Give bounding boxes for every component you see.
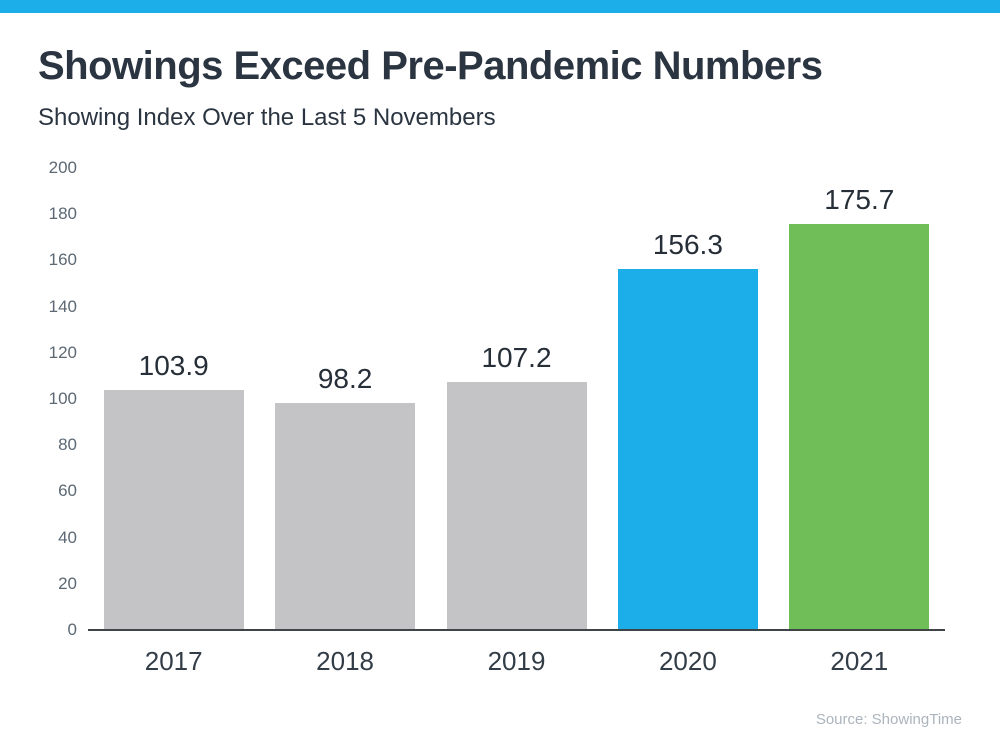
source-attribution: Source: ShowingTime [815, 711, 962, 728]
y-axis-tick-label: 80 [58, 435, 77, 455]
bar-value-label: 98.2 [317, 363, 373, 395]
y-axis-tick-label: 0 [67, 620, 77, 639]
y-axis-tick-label: 180 [48, 204, 77, 224]
y-axis-tick-label: 120 [48, 342, 77, 362]
y-axis-tick-label: 140 [48, 296, 77, 316]
x-axis-line [88, 629, 945, 631]
bar-2017 [103, 389, 244, 630]
bar-2018 [275, 403, 416, 630]
y-axis-tick-label: 20 [58, 573, 77, 593]
bar-value-label: 107.2 [481, 342, 552, 374]
top-accent-bar [0, 0, 1000, 13]
bar-value-label: 103.9 [138, 349, 209, 381]
chart-title: Showings Exceed Pre-Pandemic Numbers [38, 44, 823, 88]
y-axis-tick-label: 60 [58, 481, 77, 501]
x-axis-category-label: 2019 [487, 646, 546, 676]
bar-value-label: 156.3 [652, 228, 723, 260]
x-axis-category-label: 2020 [658, 646, 717, 676]
y-axis-tick-label: 200 [48, 158, 77, 177]
bar-2021 [789, 224, 930, 630]
bar-2020 [617, 268, 758, 630]
x-axis-category-label: 2018 [316, 646, 375, 676]
y-axis-tick-label: 160 [48, 250, 77, 270]
bar-value-label: 175.7 [824, 184, 895, 216]
x-axis-category-label: 2021 [830, 646, 889, 676]
chart-subtitle: Showing Index Over the Last 5 Novembers [38, 104, 496, 131]
y-axis-tick-label: 40 [58, 527, 77, 547]
x-axis-category-label: 2017 [144, 646, 203, 676]
y-axis-tick-label: 100 [48, 389, 77, 408]
bar-2019 [446, 382, 587, 630]
